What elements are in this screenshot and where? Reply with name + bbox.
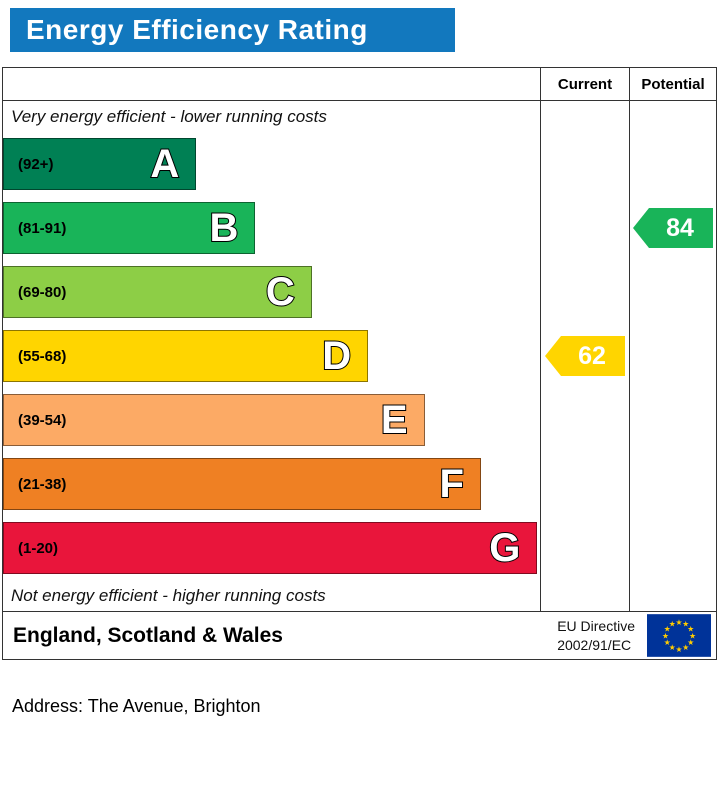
band-range: (69-80) [18,283,67,301]
band-range: (55-68) [18,347,67,365]
current-cell [540,580,629,611]
current-rating-pointer: 62 [545,336,625,376]
band-letter: C [265,270,296,314]
potential-rating-pointer: 84 [633,208,713,248]
band-letter: F [438,462,464,506]
potential-cell [629,324,716,388]
band-range: (81-91) [18,219,67,237]
band-bar: (92+) A [3,138,197,190]
eu-directive-line2: 2002/91/EC [557,636,632,653]
potential-rating-value: 84 [666,213,694,242]
band-area: (55-68) D [3,324,540,388]
band-area: (21-38) F [3,452,540,516]
svg-text:★: ★ [682,620,689,629]
bottom-note-row: Not energy efficient - higher running co… [3,580,716,611]
band-letter: E [380,398,409,442]
svg-text:★: ★ [682,643,689,652]
chart-footer: England, Scotland & Wales EU Directive 2… [2,612,717,660]
band-range: (92+) [18,155,54,173]
potential-cell [629,388,716,452]
potential-cell [629,260,716,324]
band-row-e: (39-54) E [3,388,716,452]
band-row-a: (92+) A [3,132,716,196]
eu-flag-icon: ★ ★ ★ ★ ★ ★ ★ ★ ★ ★ ★ ★ [647,614,711,657]
svg-text:★: ★ [676,618,683,627]
band-bar: (81-91) B [3,202,256,254]
current-cell: 62 [540,324,629,388]
band-area: (39-54) E [3,388,540,452]
band-row-c: (69-80) C [3,260,716,324]
band-letter: G [488,526,521,570]
potential-cell: 84 [629,196,716,260]
header-spacer [3,68,540,100]
band-area: (81-91) B [3,196,540,260]
band-row-d: (55-68) D 62 [3,324,716,388]
address-line: Address: The Avenue, Brighton [12,696,261,716]
eu-directive-label: EU Directive 2002/91/EC [557,617,635,653]
svg-text:★: ★ [662,631,669,640]
svg-text:★: ★ [689,631,696,640]
svg-text:★: ★ [669,620,676,629]
potential-cell [629,132,716,196]
current-cell [540,101,629,132]
top-note-row: Very energy efficient - lower running co… [3,101,716,132]
band-row-b: (81-91) B 84 [3,196,716,260]
band-letter: A [149,142,180,186]
current-cell [540,452,629,516]
potential-cell [629,101,716,132]
svg-text:★: ★ [687,638,694,647]
svg-text:★: ★ [664,638,671,647]
current-cell [540,196,629,260]
current-cell [540,132,629,196]
epc-page: Energy Efficiency Rating Current Potenti… [2,8,717,716]
page-title: Energy Efficiency Rating [26,14,368,45]
current-rating-value: 62 [578,341,606,370]
current-cell [540,260,629,324]
band-range: (21-38) [18,475,67,493]
potential-cell [629,452,716,516]
bottom-note: Not energy efficient - higher running co… [11,585,326,605]
current-column-header: Current [540,68,629,100]
top-note: Very energy efficient - lower running co… [11,106,327,126]
band-range: (1-20) [18,539,59,557]
band-bar: (21-38) F [3,458,481,510]
band-row-f: (21-38) F [3,452,716,516]
potential-cell [629,516,716,580]
potential-cell [629,580,716,611]
current-cell [540,516,629,580]
eu-flag-bg [647,614,711,657]
svg-text:★: ★ [664,625,671,634]
band-area: (69-80) C [3,260,540,324]
chart-header-row: Current Potential [3,68,716,101]
band-area: (92+) A [3,132,540,196]
svg-text:★: ★ [669,643,676,652]
svg-text:★: ★ [687,625,694,634]
epc-chart: Current Potential Very energy efficient … [2,67,717,612]
band-bar: (69-80) C [3,266,312,318]
band-range: (39-54) [18,411,67,429]
band-letter: B [208,206,239,250]
current-cell [540,388,629,452]
band-bar: (1-20) G [3,522,538,574]
region-label: England, Scotland & Wales [13,623,283,647]
title-bar: Energy Efficiency Rating [10,8,455,52]
band-bar: (55-68) D [3,330,369,382]
band-area: (1-20) G [3,516,540,580]
band-letter: D [321,334,352,378]
band-row-g: (1-20) G [3,516,716,580]
eu-directive-line1: EU Directive [557,618,635,635]
band-bar: (39-54) E [3,394,425,446]
potential-column-header: Potential [629,68,716,100]
svg-text:★: ★ [676,645,683,654]
